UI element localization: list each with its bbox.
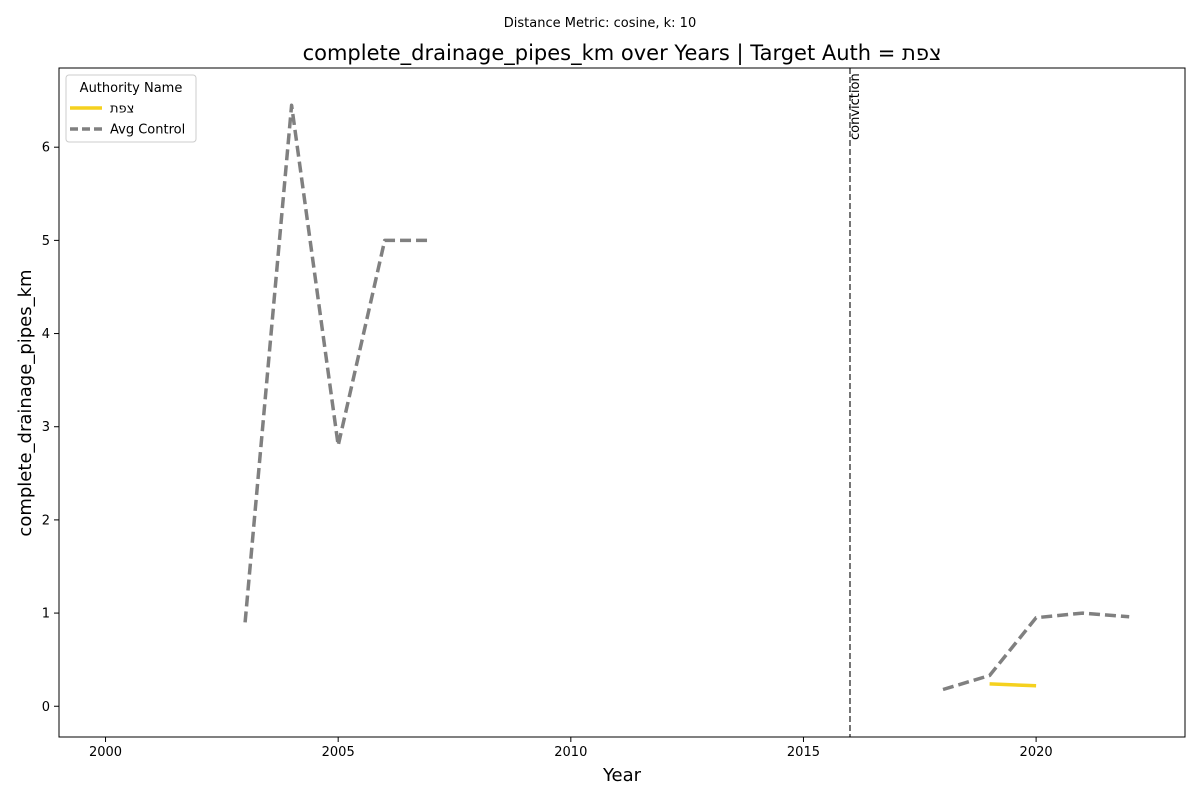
y-axis: 0 1 2 3 4 5 6 xyxy=(42,141,59,715)
chart-title: complete_drainage_pipes_km over Years | … xyxy=(303,41,942,66)
x-axis: 2000 2005 2010 2015 2020 xyxy=(89,737,1053,760)
y-axis-label: complete_drainage_pipes_km xyxy=(15,269,36,536)
series-line-1 xyxy=(942,611,1130,692)
plot-frame xyxy=(58,67,1186,738)
y-tick-label: 6 xyxy=(42,141,50,156)
y-tick-label: 1 xyxy=(42,607,50,622)
legend-title: Authority Name xyxy=(80,81,183,96)
annotation-label: conviction xyxy=(848,73,863,140)
y-tick-label: 3 xyxy=(42,420,50,435)
legend-box xyxy=(65,74,197,143)
x-tick-label: 2020 xyxy=(1020,745,1053,760)
x-tick-label: 2015 xyxy=(787,745,820,760)
legend-label-1: Avg Control xyxy=(110,123,185,138)
legend-label-0: צפת xyxy=(110,102,134,117)
legend: Authority Name צפת Avg Control xyxy=(65,74,197,143)
x-tick-label: 2010 xyxy=(554,745,587,760)
chart-suptitle: Distance Metric: cosine, k: 10 xyxy=(504,16,696,31)
y-tick-label: 2 xyxy=(42,513,50,528)
y-tick-label: 4 xyxy=(42,327,50,342)
x-tick-label: 2000 xyxy=(89,745,122,760)
y-tick-label: 0 xyxy=(42,700,50,715)
series-line-1 xyxy=(243,103,432,623)
x-tick-label: 2005 xyxy=(322,745,355,760)
series-line-0 xyxy=(989,682,1037,688)
y-tick-label: 5 xyxy=(42,234,50,249)
x-axis-label: Year xyxy=(602,765,642,786)
